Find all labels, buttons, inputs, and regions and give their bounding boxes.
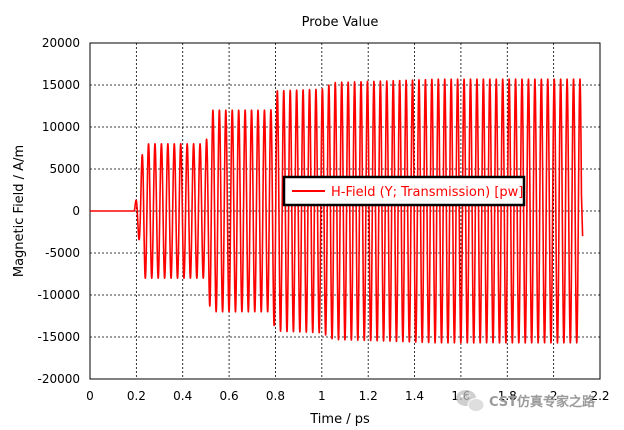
legend-series-label: H-Field (Y; Transmission) [pw] [331,185,523,200]
series-layer [89,78,584,344]
watermark-text: CST仿真专家之路 [489,394,596,410]
x-axis-title: Time / ps [309,412,370,427]
series-line [89,78,584,344]
chart-title: Probe Value [302,15,379,30]
x-tick-label: 1.8 [498,389,517,403]
x-tick-label: 1.2 [359,389,378,403]
x-tick-label: 1.4 [405,389,424,403]
y-tick-label: -15000 [37,330,80,344]
watermark: CST仿真专家之路 [456,390,596,412]
y-axis-title: Magnetic Field / A/m [12,145,27,277]
legend[interactable]: H-Field (Y; Transmission) [pw] [282,175,526,207]
x-tick-label: 0.8 [266,389,285,403]
y-tick-label: 10000 [42,120,80,134]
y-tick-label: -5000 [45,246,80,260]
y-tick-label: 5000 [49,162,80,176]
x-tick-label: 0.4 [173,389,192,403]
wechat-icon [456,390,485,412]
y-tick-label: -10000 [37,288,80,302]
y-tick-label: 15000 [42,78,80,92]
y-tick-labels: -20000 -15000 -10000 -5000 0 5000 10000 15000 20… [37,36,80,386]
x-tick-label: 0.2 [127,389,146,403]
x-tick-label: 0.6 [220,389,239,403]
x-tick-label: 2.2 [590,389,609,403]
x-tick-label: 0 [86,389,94,403]
y-tick-label: 20000 [42,36,80,50]
x-tick-label: 2 [550,389,558,403]
y-tick-label: -20000 [37,372,80,386]
x-tick-label: 1 [318,389,326,403]
y-tick-label: 0 [72,204,80,218]
